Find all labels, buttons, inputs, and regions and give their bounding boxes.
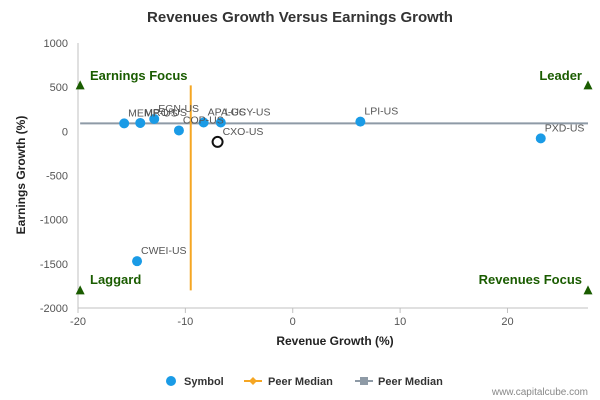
- data-point: [535, 133, 546, 144]
- quadrant-triangle-marker: [583, 80, 593, 90]
- highlight-point: [211, 135, 224, 148]
- data-point: [173, 125, 184, 136]
- legend-symbol-label: Symbol: [184, 376, 224, 388]
- legend: Symbol Peer Median Peer Median: [166, 376, 443, 388]
- data-point-label: APA-US: [208, 107, 246, 119]
- data-point: [119, 118, 130, 129]
- y-tick-label: -1000: [40, 215, 68, 227]
- data-point-label: LGCY-US: [225, 107, 271, 119]
- data-point-label: LPI-US: [364, 106, 398, 118]
- quadrant-triangle-marker: [583, 285, 593, 295]
- x-axis-ticks: -20 -10 0 10 20: [70, 308, 514, 328]
- y-tick-label: -500: [46, 171, 68, 183]
- legend-peer-median-y-marker: [360, 377, 368, 385]
- quadrant-label-revenues-focus: Revenues Focus: [479, 272, 582, 287]
- x-tick-label: -20: [70, 316, 86, 328]
- y-tick-label: -1500: [40, 259, 68, 271]
- peer-median-lines: [80, 85, 588, 291]
- quadrant-triangle-marker: [75, 285, 85, 295]
- data-point-label: MRO-US: [144, 107, 187, 119]
- quadrant-label-laggard: Laggard: [90, 272, 141, 287]
- highlight-point-label: CXO-US: [223, 126, 264, 138]
- data-point-label: CWEI-US: [141, 245, 187, 257]
- x-tick-label: 10: [394, 316, 406, 328]
- data-point-label: MEMP-US: [128, 107, 178, 119]
- data-point-label: COP-US: [183, 114, 224, 126]
- data-point-label: EGN-US: [158, 103, 199, 115]
- data-point: [132, 256, 143, 267]
- y-tick-label: -2000: [40, 303, 68, 315]
- data-point: [355, 116, 366, 127]
- y-axis-label: Earnings Growth (%): [14, 116, 28, 235]
- x-tick-label: -10: [177, 316, 193, 328]
- data-point: [149, 113, 160, 124]
- x-axis-label: Revenue Growth (%): [276, 334, 393, 348]
- quadrant-label-leader: Leader: [539, 68, 582, 83]
- y-tick-label: 500: [50, 82, 68, 94]
- data-point: [135, 117, 146, 128]
- data-point: [215, 117, 226, 128]
- legend-peer-median-y-label: Peer Median: [378, 376, 443, 388]
- y-tick-label: 0: [62, 126, 68, 138]
- legend-peer-median-x-label: Peer Median: [268, 376, 333, 388]
- data-point: [198, 117, 209, 128]
- legend-symbol-marker: [166, 376, 176, 386]
- legend-peer-median-x-marker: [249, 377, 257, 385]
- quadrant-triangle-marker: [75, 80, 85, 90]
- x-tick-label: 20: [501, 316, 513, 328]
- credit-text: www.capitalcube.com: [491, 387, 588, 398]
- data-point-label: PXD-US: [545, 122, 585, 134]
- y-tick-label: 1000: [44, 38, 68, 50]
- chart-title: Revenues Growth Versus Earnings Growth: [147, 9, 453, 26]
- y-axis-ticks: 1000 500 0 -500 -1000 -1500 -2000: [40, 38, 68, 315]
- quadrant-markers: [75, 80, 593, 295]
- quadrant-label-earnings-focus: Earnings Focus: [90, 68, 188, 83]
- x-tick-label: 0: [290, 316, 296, 328]
